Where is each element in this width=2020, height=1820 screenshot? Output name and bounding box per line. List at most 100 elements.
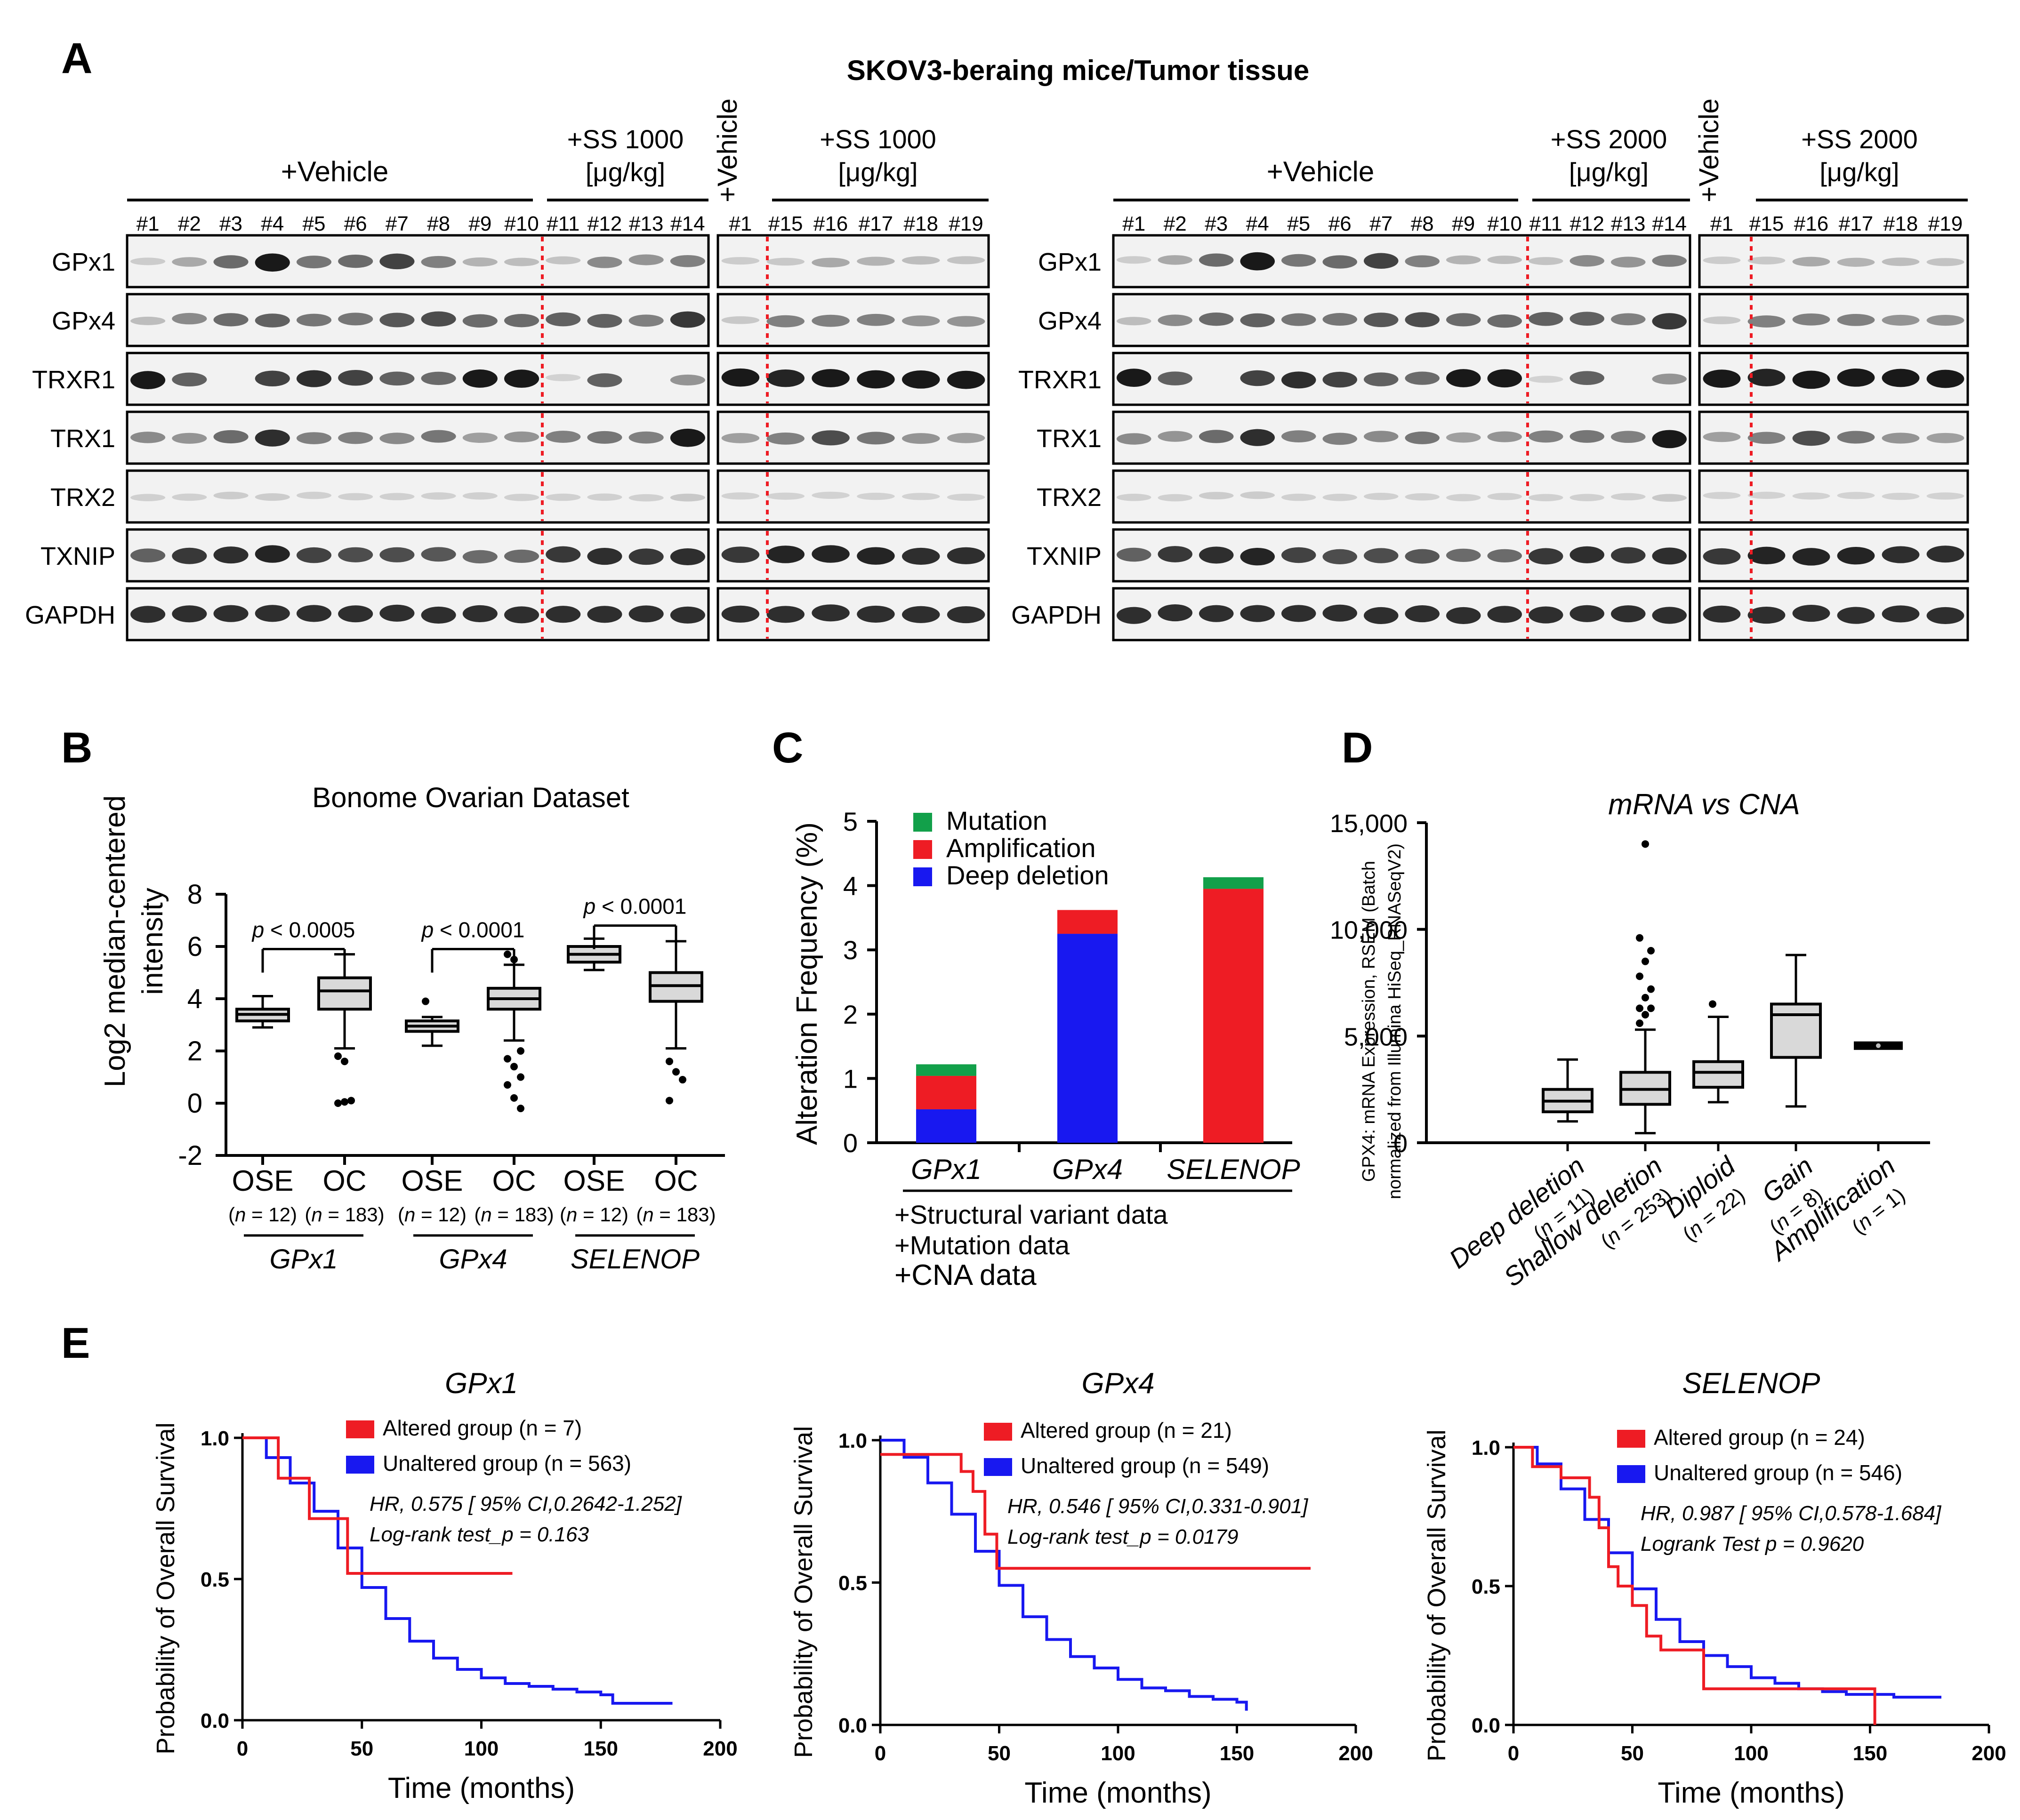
n-label-italic: n <box>311 1203 322 1226</box>
blot-band <box>587 493 622 501</box>
bar-mutation <box>1203 877 1264 889</box>
blot-band <box>1117 433 1151 445</box>
y-axis-label: Probability of Overall Survival <box>1423 1429 1451 1761</box>
y-tick-label: 15,000 <box>1330 810 1408 838</box>
blot-band <box>1281 313 1316 326</box>
blot-band <box>1569 546 1604 563</box>
box-marker <box>1876 1043 1881 1048</box>
y-tick-label: 0 <box>187 1088 202 1119</box>
box-1 <box>1619 840 1671 1135</box>
protein-label-gpx4: GPx4 <box>52 307 115 335</box>
blot-right-trxr1 <box>1112 352 1691 406</box>
gene-label: GPx4 <box>439 1244 507 1275</box>
outlier-point <box>1636 934 1643 942</box>
legend-swatch <box>913 813 932 832</box>
blot-band <box>1652 373 1687 385</box>
blot-band <box>857 605 895 623</box>
right-vehicle-label: +Vehicle <box>1267 156 1375 187</box>
blot-band <box>338 369 373 386</box>
blot-band <box>1117 547 1151 562</box>
y-tick-label: 0 <box>1393 1130 1408 1158</box>
protein-label-trxr1: TRXR1 <box>32 366 115 394</box>
gene-label: GPx1 <box>269 1244 338 1275</box>
blot-band <box>587 606 622 623</box>
blot-band <box>1446 255 1481 265</box>
blot-band <box>947 256 985 265</box>
blot-band <box>462 433 498 443</box>
blot-band <box>670 255 705 267</box>
y-tick-label: 4 <box>187 984 202 1014</box>
blot-band <box>504 606 539 624</box>
y-tick-label: 0 <box>843 1128 858 1158</box>
blot-band <box>1364 548 1399 563</box>
blot-band <box>338 313 373 326</box>
blot-band <box>296 432 332 444</box>
lane-number: #1 <box>1122 212 1145 235</box>
blot-band <box>1882 492 1920 500</box>
y-axis-label: intensity <box>137 888 169 994</box>
blot-band <box>587 257 622 268</box>
blot-band <box>1281 547 1316 563</box>
blot-band <box>1117 493 1151 501</box>
blot-band <box>721 368 760 387</box>
blot-band <box>213 546 249 564</box>
blot-band <box>721 257 760 265</box>
legend-swatch <box>1617 1465 1645 1483</box>
left-small-treat-unit: [μg/kg] <box>838 157 917 187</box>
blot-band <box>1405 605 1440 623</box>
x-tick-label: 200 <box>1972 1742 2006 1765</box>
outlier-point <box>504 1081 511 1089</box>
legend-swatch <box>984 1423 1012 1441</box>
x-tick-label: 50 <box>988 1742 1011 1765</box>
blot-band <box>1529 606 1563 624</box>
blot-band <box>1926 258 1964 266</box>
right-small-vehicle-label: +Vehicle <box>1694 98 1724 202</box>
blot-band <box>1703 257 1741 265</box>
significance-bracket: p < 0.0005 <box>251 918 355 973</box>
blot-frame <box>1698 352 1969 406</box>
blot-band <box>812 369 850 387</box>
chart-title: SELENOP <box>1682 1367 1820 1400</box>
x-tick-label: 100 <box>1734 1742 1768 1765</box>
legend-swatch <box>984 1458 1012 1476</box>
blot-band <box>721 605 760 623</box>
y-tick-label: 3 <box>843 935 858 965</box>
blot-band <box>130 371 166 389</box>
lane-number: #15 <box>1749 212 1784 235</box>
blot-band <box>1703 432 1741 442</box>
blot-band <box>628 605 664 623</box>
blot-band <box>462 369 498 388</box>
blot-band <box>421 606 456 624</box>
blot-band <box>947 316 985 327</box>
blot-band <box>255 605 290 622</box>
blot-band <box>1199 605 1234 622</box>
outlier-point <box>510 1094 518 1102</box>
bar-amplification <box>916 1075 976 1109</box>
y-tick-label: 1.0 <box>1472 1436 1500 1459</box>
y-tick-label: 0.0 <box>201 1709 229 1732</box>
box-2 <box>1692 1000 1744 1104</box>
y-tick-label: 6 <box>187 931 202 962</box>
y-axis-label: GPX4: mRNA Expression, RSEM (Batch <box>1359 861 1379 1182</box>
blot-band <box>1405 431 1440 444</box>
blot-band <box>1199 313 1234 326</box>
blot-band <box>1158 371 1192 385</box>
blot-band <box>670 374 705 385</box>
box-4 <box>1854 1041 1903 1050</box>
x-category-label: GPx1 <box>911 1154 982 1185</box>
x-category-label: OC <box>654 1165 698 1197</box>
lane-number: #16 <box>813 212 848 235</box>
blot-band <box>1569 605 1604 622</box>
panel-e: E GPx1 Probability of Overall Survival Time… <box>61 1319 2006 1809</box>
blot-band <box>857 313 895 326</box>
blot-band <box>1240 252 1275 271</box>
n-label: (n = 183) <box>636 1203 716 1226</box>
panel-letter-b: B <box>61 724 92 772</box>
blot-band <box>1703 548 1741 565</box>
lane-number: #19 <box>1928 212 1963 235</box>
n-label-part: ( <box>305 1203 311 1226</box>
blot-band <box>213 255 249 269</box>
x-category-label: GPx4 <box>1052 1154 1123 1185</box>
blot-band <box>902 315 940 327</box>
outlier-point <box>672 1068 680 1076</box>
